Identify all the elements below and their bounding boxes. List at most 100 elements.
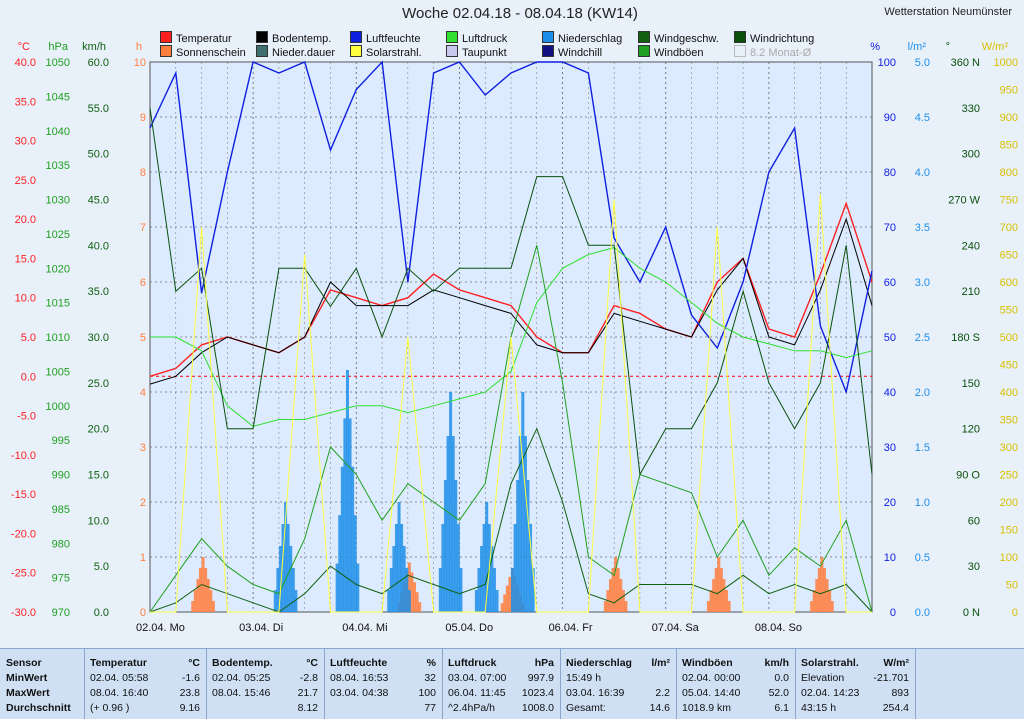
series-line-bodentemp. [149, 217, 873, 385]
y-tick-deg: 90 O [956, 470, 980, 482]
stats-sensor-label: Sensor [6, 657, 42, 669]
series-line-luftdruck [150, 247, 873, 427]
legend-item: Windböen [638, 45, 704, 59]
y-tick-deg: 30 [968, 561, 980, 573]
bar-niederschlag [474, 590, 478, 612]
y-tick-hpa: 1015 [46, 298, 70, 310]
y-tick-temp: -30.0 [11, 607, 36, 619]
bar-sonnenschein [191, 601, 195, 612]
bar-niederschlag [492, 568, 496, 612]
stats-min_t: Elevation [801, 672, 845, 684]
bar-niederschlag [456, 524, 460, 612]
series-line-windrichtung [149, 107, 873, 477]
y-tick-h: 9 [140, 112, 146, 124]
bar-sonnenschein [706, 601, 710, 612]
y-tick-wm2: 350 [1000, 415, 1018, 427]
y-tick-hpa: 975 [52, 573, 70, 585]
stats-max_v: 1023.4 [521, 687, 554, 699]
bar-sonnenschein [206, 579, 210, 612]
bar-niederschlag [351, 466, 355, 612]
y-tick-temp: 10.0 [15, 293, 36, 305]
bar-niederschlag [345, 370, 349, 612]
y-tick-h: 3 [140, 442, 146, 454]
stats-avg_v: 8.12 [297, 702, 318, 714]
legend-label: Temperatur [176, 33, 232, 45]
legend-item: Niederschlag [542, 31, 622, 45]
legend-item: Bodentemp. [256, 31, 331, 45]
bar-sonnenschein [193, 590, 197, 612]
bar-sonnenschein [508, 576, 512, 612]
stats-min_v: -21.701 [873, 672, 909, 684]
bar-niederschlag [523, 436, 527, 612]
stats-max_t: 08.04. 16:40 [90, 687, 149, 699]
stats-max_t: 03.04. 04:38 [330, 687, 389, 699]
y-tick-temp: -20.0 [11, 528, 36, 540]
y-tick-wm2: 450 [1000, 360, 1018, 372]
bar-niederschlag [402, 546, 406, 612]
y-tick-hpa: 970 [52, 607, 70, 619]
stats-max_v: 2.2 [655, 687, 670, 699]
bar-niederschlag [273, 590, 277, 612]
unit-pct: % [870, 41, 880, 53]
stats-block: Niederschlag l/m² 15:49 h 03.04. 16:39 2.2 Ge… [560, 649, 677, 719]
legend-item: 8.2 Monat-Ø [734, 45, 811, 59]
bar-niederschlag [477, 568, 481, 612]
y-tick-wm2: 200 [1000, 497, 1018, 509]
x-day-label: 05.04. Do [445, 622, 493, 634]
bar-niederschlag [521, 392, 525, 612]
bar-niederschlag [353, 515, 357, 612]
legend-swatch [638, 31, 650, 43]
y-tick-temp: 35.0 [15, 96, 36, 108]
y-tick-wm2: 300 [1000, 442, 1018, 454]
y-tick-h: 10 [134, 57, 146, 69]
y-tick-wm2: 150 [1000, 525, 1018, 537]
stats-max-label: MaxWert [6, 687, 50, 699]
stats-unit: °C [188, 657, 200, 669]
y-tick-pct: 40 [884, 387, 896, 399]
y-tick-temp: 40.0 [15, 57, 36, 69]
bar-niederschlag [480, 546, 484, 612]
y-tick-lm2: 0.0 [915, 607, 930, 619]
y-tick-wm2: 900 [1000, 112, 1018, 124]
y-tick-deg: 150 [962, 378, 980, 390]
y-tick-lm2: 3.5 [915, 222, 930, 234]
legend-label: Luftfeuchte [366, 33, 421, 45]
y-tick-temp: -5.0 [17, 411, 36, 423]
bar-niederschlag [286, 524, 290, 612]
bar-sonnenschein [815, 579, 819, 612]
y-tick-kmh: 5.0 [94, 561, 109, 573]
x-day-label: 02.04. Mo [136, 622, 185, 634]
bar-niederschlag [335, 563, 339, 612]
stats-max_v: 100 [418, 687, 436, 699]
legend: Temperatur Sonnenschein Bodentemp. Nieder.d… [160, 31, 830, 59]
stats-avg_t: ^2.4hPa/h [448, 702, 495, 714]
bar-sonnenschein [503, 594, 507, 612]
y-tick-wm2: 250 [1000, 470, 1018, 482]
bar-niederschlag [438, 568, 442, 612]
y-tick-kmh: 60.0 [88, 57, 109, 69]
y-tick-wm2: 50 [1006, 580, 1018, 592]
y-tick-h: 4 [140, 387, 146, 399]
bar-sonnenschein [198, 568, 202, 612]
stats-avg_t: 1018.9 km [682, 702, 732, 714]
series-line-luftfeuchte [149, 60, 873, 395]
bar-sonnenschein [619, 579, 623, 612]
bar-niederschlag [531, 568, 535, 612]
x-day-label: 08.04. So [755, 622, 802, 634]
stats-max_v: 893 [891, 687, 909, 699]
y-tick-hpa: 990 [52, 470, 70, 482]
bar-sonnenschein [410, 572, 414, 612]
bar-niederschlag [449, 392, 453, 612]
stats-unit: % [426, 657, 436, 669]
series-line-solarstrahl. [150, 193, 872, 613]
y-tick-lm2: 5.0 [915, 57, 930, 69]
y-tick-pct: 20 [884, 497, 896, 509]
bar-niederschlag [343, 418, 347, 612]
stats-title: Temperatur [90, 657, 147, 669]
y-tick-wm2: 850 [1000, 140, 1018, 152]
bar-sonnenschein [820, 557, 824, 612]
bar-sonnenschein [621, 590, 625, 612]
stats-max_t: 08.04. 15:46 [212, 687, 271, 699]
stats-avg_v: 6.1 [774, 702, 789, 714]
y-tick-hpa: 1010 [46, 332, 70, 344]
